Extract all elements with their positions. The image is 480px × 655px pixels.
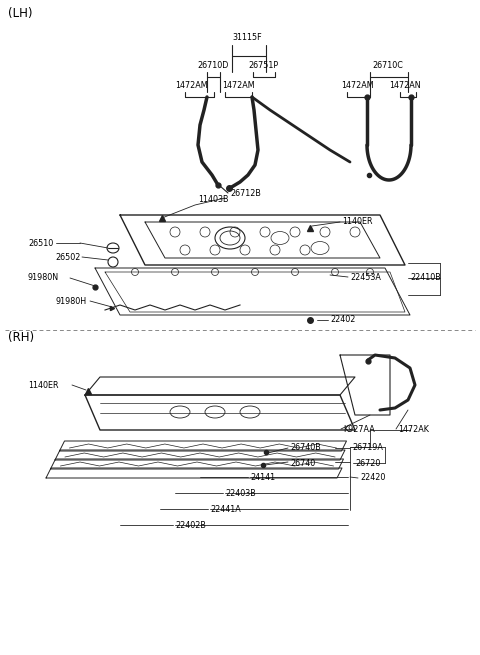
Text: 91980N: 91980N xyxy=(28,274,59,282)
Text: 1472AM: 1472AM xyxy=(341,81,373,90)
Text: (LH): (LH) xyxy=(8,7,33,20)
Text: 26502: 26502 xyxy=(55,253,80,263)
Text: 91980H: 91980H xyxy=(55,297,86,307)
Text: 26719A: 26719A xyxy=(352,443,383,451)
Text: 22441A: 22441A xyxy=(210,506,241,514)
Text: 22403B: 22403B xyxy=(225,489,256,498)
Text: 1472AN: 1472AN xyxy=(389,81,421,90)
Text: 24141: 24141 xyxy=(250,474,275,483)
Text: 1472AM: 1472AM xyxy=(222,81,254,90)
Text: 26740B: 26740B xyxy=(290,443,321,453)
Text: 22410B: 22410B xyxy=(410,274,441,282)
Text: 26751P: 26751P xyxy=(248,60,278,69)
Text: 26510: 26510 xyxy=(28,238,53,248)
Text: 22453A: 22453A xyxy=(350,274,381,282)
Text: 1472AM: 1472AM xyxy=(175,81,207,90)
Text: 1472AK: 1472AK xyxy=(398,426,429,434)
Text: 22402: 22402 xyxy=(330,316,355,324)
Text: 22402B: 22402B xyxy=(175,521,206,531)
Text: 26710C: 26710C xyxy=(372,60,403,69)
Text: 1140ER: 1140ER xyxy=(28,381,59,390)
Text: K927AA: K927AA xyxy=(343,426,375,434)
Text: 26710D: 26710D xyxy=(197,60,228,69)
Text: 22420: 22420 xyxy=(360,474,385,483)
Text: (RH): (RH) xyxy=(8,331,34,345)
Text: 26712B: 26712B xyxy=(230,189,261,198)
Text: 11403B: 11403B xyxy=(198,195,228,204)
Text: 26740: 26740 xyxy=(290,458,315,468)
Text: 1140ER: 1140ER xyxy=(342,217,372,227)
Text: 31115F: 31115F xyxy=(232,33,262,43)
Text: 26720: 26720 xyxy=(355,458,380,468)
